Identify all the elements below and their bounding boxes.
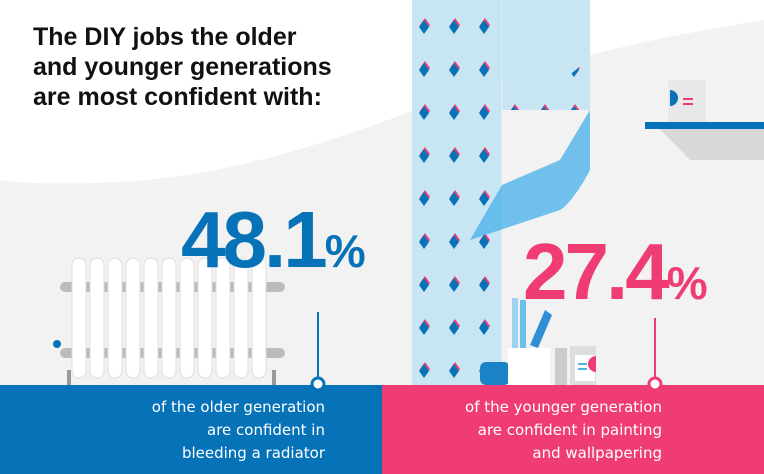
- younger-description: of the younger generation are confident …: [465, 396, 662, 465]
- wallpaper-strip-icon: [412, 0, 590, 385]
- older-line: are confident in: [207, 421, 325, 439]
- older-description: of the older generation are confident in…: [152, 396, 325, 465]
- older-line: bleeding a radiator: [181, 444, 325, 462]
- older-stat: 48.1%: [181, 200, 366, 280]
- older-band: [0, 385, 382, 474]
- younger-line: and wallpapering: [532, 444, 662, 462]
- younger-line: of the younger generation: [465, 398, 662, 416]
- older-line: of the older generation: [151, 398, 325, 416]
- younger-unit: %: [666, 257, 708, 309]
- younger-band: [382, 385, 764, 474]
- page-title: The DIY jobs the older and younger gener…: [33, 23, 332, 111]
- younger-value: 27.4: [523, 227, 670, 316]
- younger-line: are confident in painting: [477, 421, 662, 439]
- paint-supplies-icon: [480, 298, 596, 385]
- older-unit: %: [324, 225, 366, 277]
- radiator-icon: [53, 257, 285, 385]
- shelf-icon: [645, 80, 764, 160]
- younger-stat: 27.4%: [523, 232, 708, 312]
- older-value: 48.1: [181, 195, 328, 284]
